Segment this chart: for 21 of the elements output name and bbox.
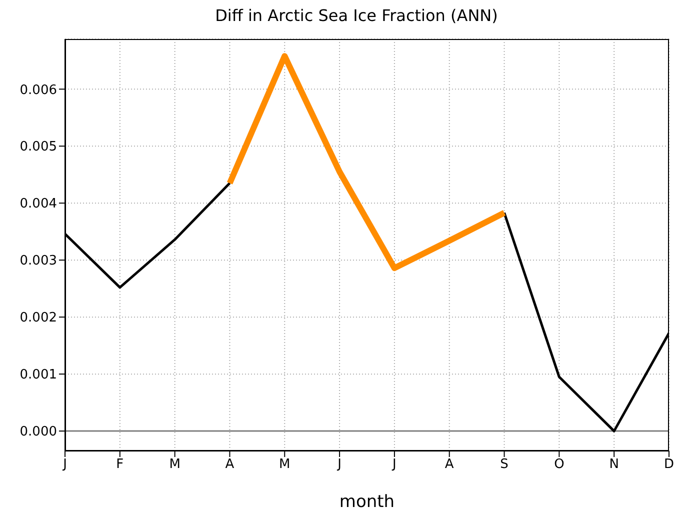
x-tick-label: F xyxy=(116,457,124,472)
y-tick-label: 0.006 xyxy=(20,82,57,98)
x-tick-label: A xyxy=(225,457,234,472)
y-tick-label: 0.001 xyxy=(20,368,57,383)
x-tick-label: S xyxy=(500,457,508,472)
x-tick-label: N xyxy=(609,457,619,472)
x-tick-label: J xyxy=(392,457,396,472)
y-tick-label: 0.004 xyxy=(20,196,57,212)
x-tick-label: A xyxy=(444,457,454,472)
y-tick-label: 0.003 xyxy=(20,254,57,269)
y-tick-label: 0.002 xyxy=(20,310,57,326)
y-tick-label: 0.000 xyxy=(20,424,57,440)
x-tick-label: D xyxy=(664,457,674,472)
x-tick-label: J xyxy=(62,457,67,472)
x-axis-title: month xyxy=(339,492,395,512)
x-tick-label: J xyxy=(336,457,342,472)
x-tick-label: M xyxy=(169,457,180,472)
y-tick-label: 0.005 xyxy=(20,140,57,155)
chart-title: Diff in Arctic Sea Ice Fraction (ANN) xyxy=(214,6,499,25)
x-tick-label: O xyxy=(554,457,564,472)
x-tick-label: M xyxy=(279,457,290,472)
